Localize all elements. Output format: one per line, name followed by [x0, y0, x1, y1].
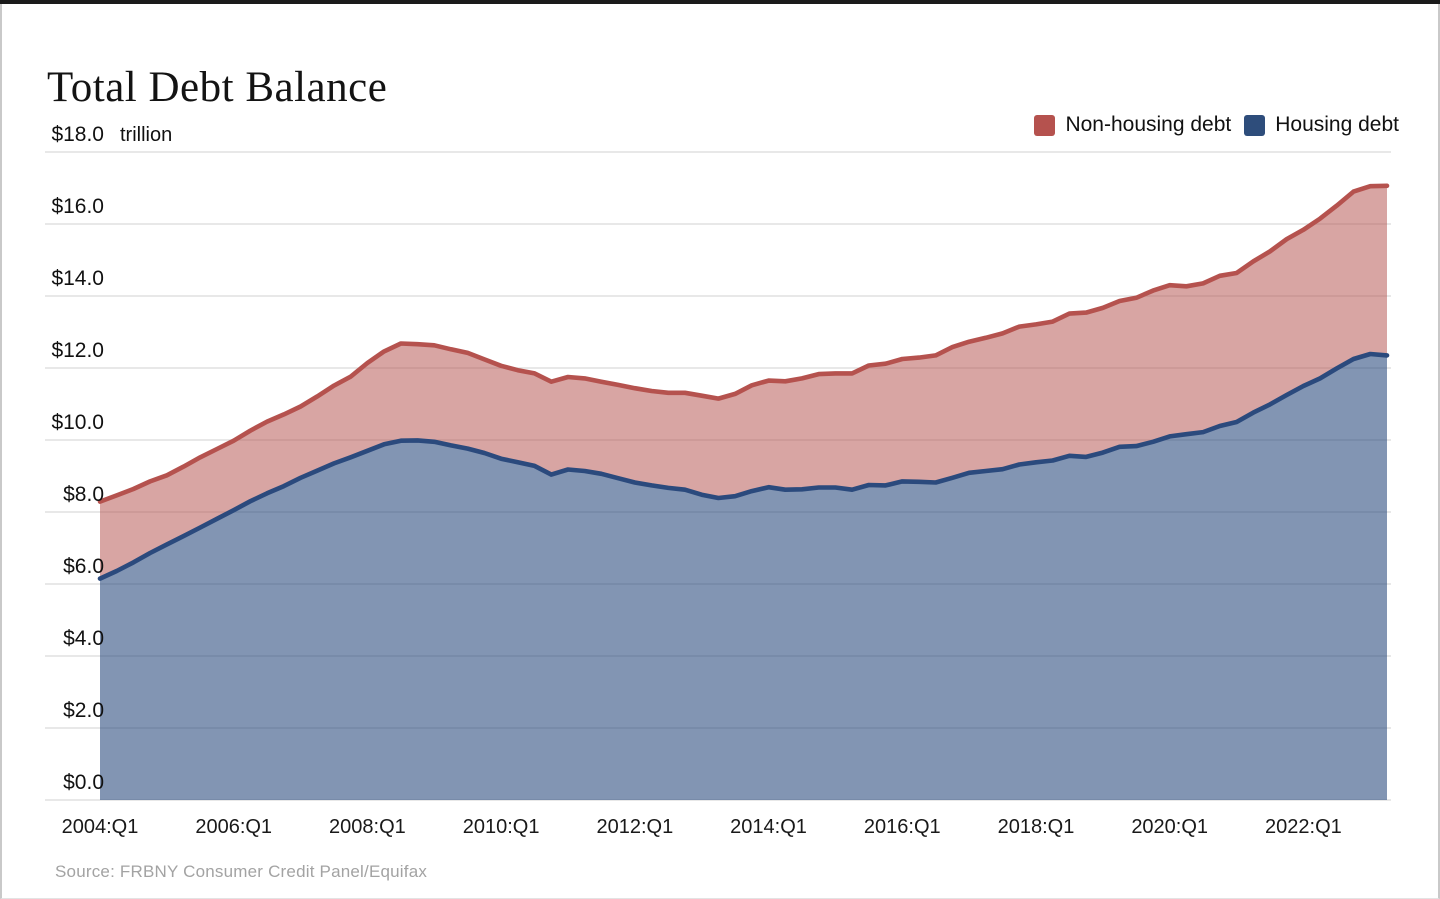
non-housing-debt-area: [100, 185, 1387, 579]
legend-label-non-housing: Non-housing debt: [1065, 113, 1232, 136]
x-tick-label: 2020:Q1: [1131, 816, 1209, 838]
y-tick-label: $6.0: [63, 555, 104, 578]
x-tick-label: 2010:Q1: [462, 816, 540, 838]
x-tick-label: 2008:Q1: [329, 816, 406, 838]
x-tick-label: 2016:Q1: [863, 816, 941, 838]
window-top-edge: [0, 0, 1440, 4]
legend-item-housing: Housing debt: [1244, 113, 1399, 137]
legend-item-non-housing: Non-housing debt: [1034, 113, 1231, 137]
x-tick-label: 2018:Q1: [997, 816, 1075, 838]
housing-debt-line: [97, 351, 1390, 581]
non-housing-swatch-icon: [1034, 114, 1056, 136]
y-tick-label: $12.0: [51, 339, 104, 362]
series-lines: [97, 183, 1390, 581]
x-tick-label: 2014:Q1: [730, 816, 807, 838]
stacked-areas: [100, 185, 1387, 800]
chart-title: Total Debt Balance: [47, 63, 388, 111]
x-tick-label: 2006:Q1: [195, 816, 273, 838]
y-tick-label: $18.0: [51, 123, 104, 146]
source-note: Source: FRBNY Consumer Credit Panel/Equi…: [55, 862, 428, 881]
y-tick-label: $2.0: [63, 699, 104, 722]
x-tick-label: 2012:Q1: [596, 816, 674, 838]
x-tick-label: 2022:Q1: [1265, 816, 1342, 838]
housing-swatch-icon: [1244, 114, 1266, 136]
y-tick-label: $14.0: [51, 267, 104, 290]
chart-legend: Non-housing debt Housing debt: [1034, 113, 1399, 137]
y-tick-label: $10.0: [51, 411, 104, 434]
total-debt-line: [97, 183, 1390, 504]
housing-debt-area: [100, 354, 1387, 800]
y-tick-label: $4.0: [63, 627, 104, 650]
y-tick-label: $0.0: [63, 771, 104, 794]
x-tick-label: 2004:Q1: [61, 816, 139, 838]
legend-label-housing: Housing debt: [1275, 113, 1399, 136]
y-tick-label: $16.0: [51, 195, 104, 218]
y-tick-label: $8.0: [63, 483, 104, 506]
y-axis-unit-label: trillion: [120, 124, 173, 146]
